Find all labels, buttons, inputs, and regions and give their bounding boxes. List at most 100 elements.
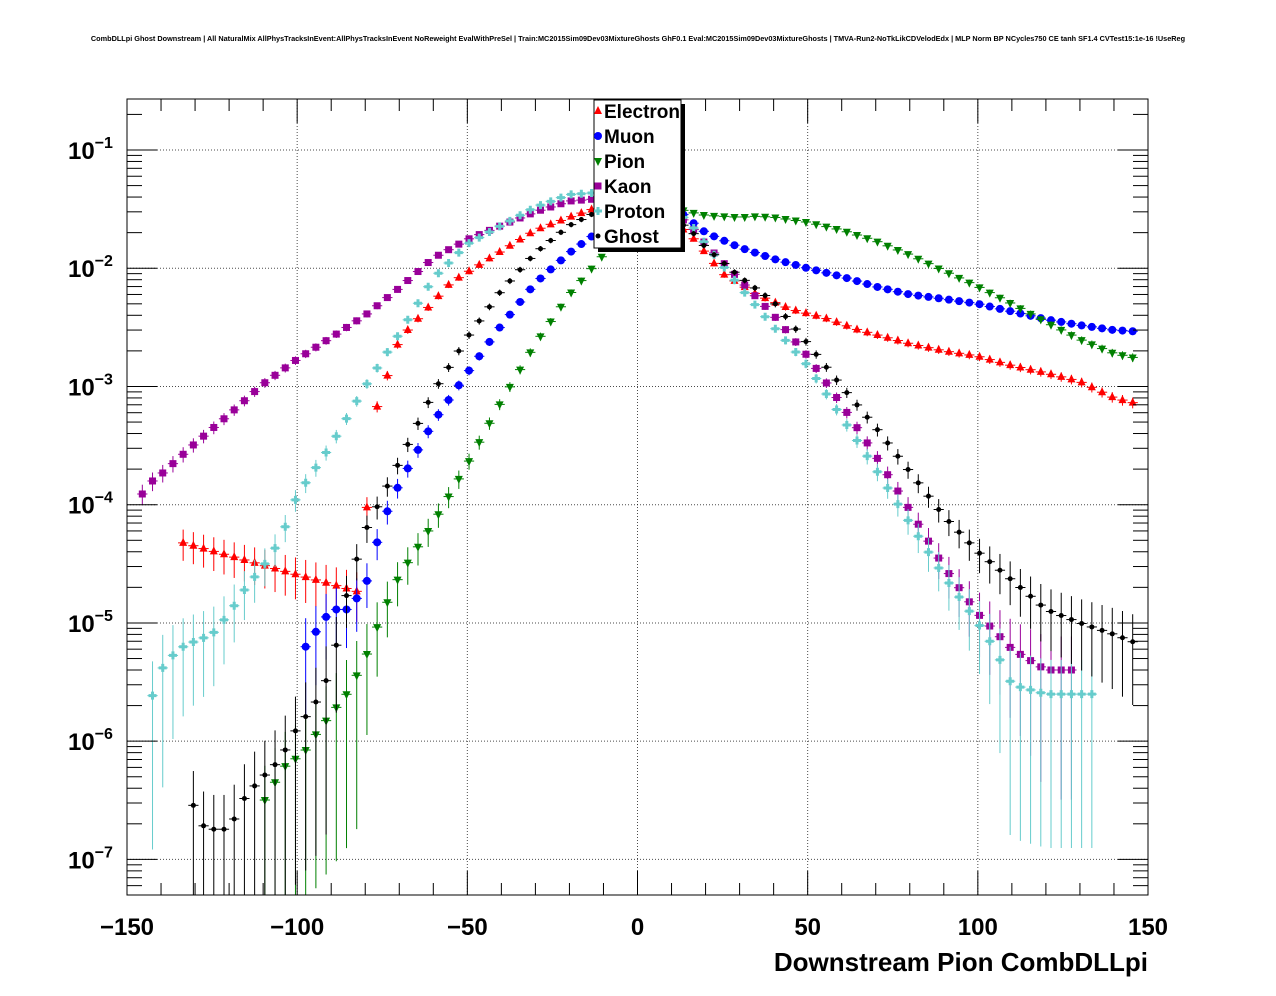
data-point — [475, 439, 484, 448]
legend-marker — [594, 132, 602, 140]
data-point — [904, 290, 913, 299]
data-point — [884, 471, 892, 479]
data-point — [577, 277, 586, 286]
data-point — [567, 190, 576, 199]
data-point — [342, 414, 351, 423]
data-point — [883, 332, 892, 341]
data-point — [444, 395, 453, 404]
data-point — [710, 258, 719, 267]
data-point — [895, 453, 901, 459]
data-point — [332, 432, 341, 441]
data-point — [364, 524, 370, 530]
data-point — [556, 215, 565, 224]
x-tick-label: −50 — [447, 914, 488, 941]
data-point — [536, 333, 545, 342]
data-point — [833, 394, 841, 402]
data-point — [873, 282, 882, 291]
data-point — [424, 302, 433, 311]
data-point — [813, 351, 819, 357]
data-point — [413, 299, 422, 308]
data-point — [740, 213, 749, 222]
data-point — [495, 323, 504, 332]
data-point — [781, 336, 790, 345]
data-point — [793, 326, 799, 332]
y-axis: 10−7 10−6 10−5 10−4 10−3 10−2 10−1 — [68, 135, 113, 874]
data-point — [536, 274, 545, 283]
data-point — [761, 252, 770, 261]
data-point — [281, 566, 290, 575]
data-point — [414, 268, 422, 276]
y-tick-label: 10−7 — [68, 844, 113, 874]
data-point — [689, 233, 698, 242]
y-tick-label: 10−6 — [68, 726, 113, 756]
data-point — [1077, 377, 1086, 386]
x-tick-label: −100 — [270, 914, 324, 941]
data-point — [812, 374, 821, 383]
data-point — [495, 247, 504, 256]
legend: Electron Muon Pion Kaon Proton Ghost — [593, 99, 685, 252]
data-point — [526, 205, 535, 214]
data-point — [1028, 593, 1034, 599]
data-point — [985, 354, 994, 363]
data-point — [934, 563, 943, 572]
data-point — [844, 390, 850, 396]
data-point — [209, 546, 218, 555]
data-point — [987, 559, 993, 565]
data-point — [853, 277, 862, 286]
data-point — [362, 576, 371, 585]
data-point — [393, 483, 402, 492]
data-point — [485, 253, 494, 262]
data-point — [791, 305, 800, 314]
series-muon — [300, 191, 1138, 717]
data-point — [497, 290, 503, 296]
data-point — [403, 325, 412, 334]
data-point — [934, 344, 943, 353]
data-point — [505, 383, 514, 392]
data-point — [1057, 371, 1066, 380]
data-point — [516, 234, 525, 243]
data-point — [791, 260, 800, 269]
data-point — [466, 332, 472, 338]
data-point — [352, 397, 361, 406]
data-point — [832, 225, 841, 234]
data-point — [731, 269, 737, 275]
data-point — [1099, 627, 1105, 633]
data-point — [791, 348, 800, 357]
data-point — [936, 507, 942, 513]
data-point — [578, 217, 584, 223]
data-point — [853, 232, 862, 241]
data-point — [291, 356, 299, 364]
data-point — [955, 274, 964, 283]
data-point — [883, 242, 892, 251]
data-point — [975, 621, 984, 630]
data-point — [333, 642, 339, 648]
data-point — [1087, 382, 1096, 391]
data-point — [189, 638, 198, 647]
data-point — [485, 227, 494, 236]
data-point — [1098, 345, 1107, 354]
data-point — [424, 427, 433, 436]
data-point — [546, 318, 555, 327]
data-point — [1067, 374, 1076, 383]
data-point — [834, 377, 840, 383]
data-point — [148, 691, 157, 700]
data-point — [262, 772, 268, 778]
data-point — [465, 239, 474, 248]
data-point — [822, 389, 831, 398]
data-point — [567, 211, 576, 220]
data-point — [975, 300, 984, 309]
data-point — [701, 242, 707, 248]
data-point — [1057, 326, 1066, 335]
data-point — [403, 559, 412, 568]
data-point — [689, 224, 698, 233]
data-point — [740, 245, 749, 254]
data-point — [934, 294, 943, 303]
data-point — [699, 246, 708, 255]
data-point — [393, 576, 402, 585]
data-point — [149, 477, 157, 485]
data-point — [537, 206, 545, 214]
data-point — [944, 578, 953, 587]
data-point — [199, 633, 208, 642]
data-point — [995, 304, 1004, 313]
data-point — [556, 193, 565, 202]
